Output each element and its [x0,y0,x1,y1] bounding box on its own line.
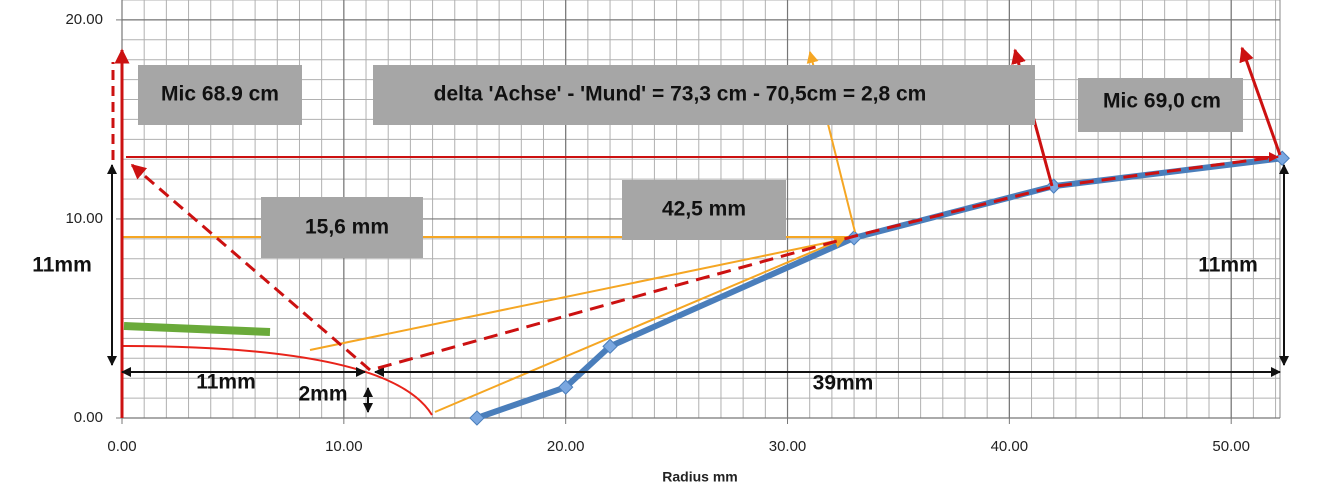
curve [121,345,433,416]
annotation: delta 'Achse' - 'Mund' = 73,3 cm - 70,5c… [434,83,927,106]
data-point [602,338,618,355]
label-box [138,65,302,125]
data-point [1046,178,1062,194]
annotation-shapes [107,46,1289,418]
x-tick-label: 30.00 [769,438,807,455]
annotation: 11mm [1198,254,1258,277]
y-tick-label: 10.00 [65,210,103,227]
annotation: Mic 69,0 cm [1103,90,1221,113]
x-tick-label: 50.00 [1212,438,1250,455]
overlay [377,155,1277,370]
annotation: 2mm [298,383,347,406]
axes: 0.00 10.00 20.00 30.00 40.00 50.00 0.00 10.00 20… [65,11,1280,455]
data-point [557,379,574,395]
x-tick-label: 20.00 [547,438,585,455]
red-dashed-arrow [130,163,371,372]
orange-line [309,239,841,351]
red-arrow [1239,46,1282,156]
x-tick-label: 10.00 [325,438,363,455]
annotation: 15,6 mm [305,216,389,239]
annotation: 42,5 mm [662,198,746,221]
data-point [1274,150,1290,166]
label-box [622,180,786,240]
series-layer [469,150,1290,426]
annotation: 11mm [196,371,256,394]
green-line [123,322,271,336]
label-box [1078,78,1243,132]
x-tick-label: 0.00 [107,438,136,455]
y-tick-label: 0.00 [74,409,103,426]
x-tick-label: 40.00 [991,438,1029,455]
y-tick-label: 20.00 [65,11,103,28]
annotation: 11mm [32,254,92,277]
data-point [469,410,485,426]
orange-arrow [434,236,847,413]
annotation: Mic 68.9 cm [161,83,279,106]
label-box [373,65,1035,125]
x-axis-label: Radius mm [662,469,737,485]
annotation-boxes [138,65,1243,258]
label-box [261,197,423,258]
red-dashed-line [377,155,1277,370]
series-line [475,155,1283,421]
annotation: 39mm [813,372,874,395]
